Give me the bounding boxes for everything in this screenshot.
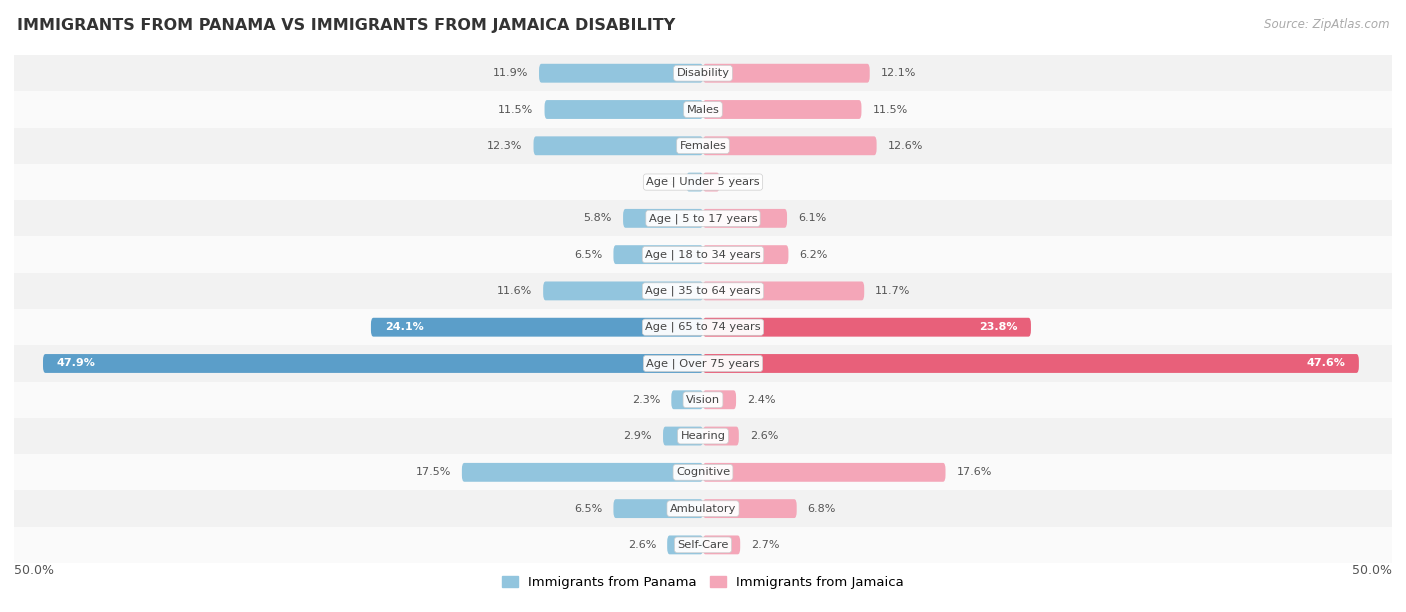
Text: Self-Care: Self-Care (678, 540, 728, 550)
FancyBboxPatch shape (664, 427, 703, 446)
Text: 11.5%: 11.5% (873, 105, 908, 114)
Text: 11.9%: 11.9% (492, 68, 529, 78)
Bar (14, 91, 1392, 128)
Text: 2.9%: 2.9% (623, 431, 652, 441)
Text: 6.2%: 6.2% (800, 250, 828, 259)
Text: 47.6%: 47.6% (1306, 359, 1346, 368)
Text: 6.8%: 6.8% (807, 504, 837, 513)
FancyBboxPatch shape (668, 536, 703, 554)
Text: Age | 5 to 17 years: Age | 5 to 17 years (648, 213, 758, 223)
FancyBboxPatch shape (44, 354, 703, 373)
Text: Age | Under 5 years: Age | Under 5 years (647, 177, 759, 187)
FancyBboxPatch shape (703, 173, 720, 192)
Text: 17.5%: 17.5% (415, 468, 451, 477)
Bar (14, 454, 1392, 490)
FancyBboxPatch shape (686, 173, 703, 192)
Text: Disability: Disability (676, 68, 730, 78)
Text: 23.8%: 23.8% (979, 322, 1017, 332)
Bar (14, 55, 1392, 91)
Text: 11.5%: 11.5% (498, 105, 533, 114)
Text: 2.3%: 2.3% (631, 395, 661, 405)
Text: Age | Over 75 years: Age | Over 75 years (647, 358, 759, 369)
Text: 2.7%: 2.7% (751, 540, 780, 550)
FancyBboxPatch shape (703, 136, 876, 155)
Text: 2.4%: 2.4% (747, 395, 776, 405)
Text: 6.5%: 6.5% (574, 504, 602, 513)
Text: 2.6%: 2.6% (749, 431, 779, 441)
FancyBboxPatch shape (703, 354, 1358, 373)
Text: 17.6%: 17.6% (956, 468, 991, 477)
FancyBboxPatch shape (703, 318, 1031, 337)
FancyBboxPatch shape (703, 64, 870, 83)
FancyBboxPatch shape (703, 282, 865, 300)
Bar (14, 309, 1392, 345)
Text: Ambulatory: Ambulatory (669, 504, 737, 513)
FancyBboxPatch shape (461, 463, 703, 482)
Bar (14, 382, 1392, 418)
Bar (14, 200, 1392, 236)
Bar (14, 490, 1392, 527)
Text: 12.3%: 12.3% (486, 141, 523, 151)
Text: 47.9%: 47.9% (56, 359, 96, 368)
FancyBboxPatch shape (671, 390, 703, 409)
Text: 50.0%: 50.0% (1353, 564, 1392, 577)
FancyBboxPatch shape (543, 282, 703, 300)
Text: 12.1%: 12.1% (880, 68, 917, 78)
Text: Cognitive: Cognitive (676, 468, 730, 477)
Text: Source: ZipAtlas.com: Source: ZipAtlas.com (1264, 18, 1389, 31)
Text: Age | 65 to 74 years: Age | 65 to 74 years (645, 322, 761, 332)
FancyBboxPatch shape (703, 536, 740, 554)
Text: Females: Females (679, 141, 727, 151)
FancyBboxPatch shape (703, 463, 945, 482)
Text: 12.6%: 12.6% (887, 141, 922, 151)
Text: 24.1%: 24.1% (385, 322, 423, 332)
Text: Age | 18 to 34 years: Age | 18 to 34 years (645, 249, 761, 260)
FancyBboxPatch shape (703, 499, 797, 518)
Text: Males: Males (686, 105, 720, 114)
Text: Vision: Vision (686, 395, 720, 405)
Text: 11.6%: 11.6% (496, 286, 531, 296)
FancyBboxPatch shape (703, 427, 738, 446)
Text: 1.2%: 1.2% (647, 177, 675, 187)
FancyBboxPatch shape (703, 245, 789, 264)
Bar (14, 527, 1392, 563)
Bar (14, 164, 1392, 200)
FancyBboxPatch shape (613, 499, 703, 518)
Text: 50.0%: 50.0% (14, 564, 53, 577)
Bar (14, 345, 1392, 382)
FancyBboxPatch shape (623, 209, 703, 228)
FancyBboxPatch shape (703, 100, 862, 119)
FancyBboxPatch shape (613, 245, 703, 264)
Text: 6.5%: 6.5% (574, 250, 602, 259)
Bar (14, 236, 1392, 273)
FancyBboxPatch shape (533, 136, 703, 155)
Text: 2.6%: 2.6% (627, 540, 657, 550)
FancyBboxPatch shape (538, 64, 703, 83)
Text: 1.2%: 1.2% (731, 177, 759, 187)
Bar (14, 418, 1392, 454)
Legend: Immigrants from Panama, Immigrants from Jamaica: Immigrants from Panama, Immigrants from … (502, 577, 904, 589)
FancyBboxPatch shape (703, 390, 737, 409)
FancyBboxPatch shape (371, 318, 703, 337)
Text: 11.7%: 11.7% (875, 286, 911, 296)
Text: Age | 35 to 64 years: Age | 35 to 64 years (645, 286, 761, 296)
Text: Hearing: Hearing (681, 431, 725, 441)
Text: 5.8%: 5.8% (583, 214, 612, 223)
Bar (14, 128, 1392, 164)
FancyBboxPatch shape (703, 209, 787, 228)
Text: 6.1%: 6.1% (799, 214, 827, 223)
FancyBboxPatch shape (544, 100, 703, 119)
Bar (14, 273, 1392, 309)
Text: IMMIGRANTS FROM PANAMA VS IMMIGRANTS FROM JAMAICA DISABILITY: IMMIGRANTS FROM PANAMA VS IMMIGRANTS FRO… (17, 18, 675, 34)
